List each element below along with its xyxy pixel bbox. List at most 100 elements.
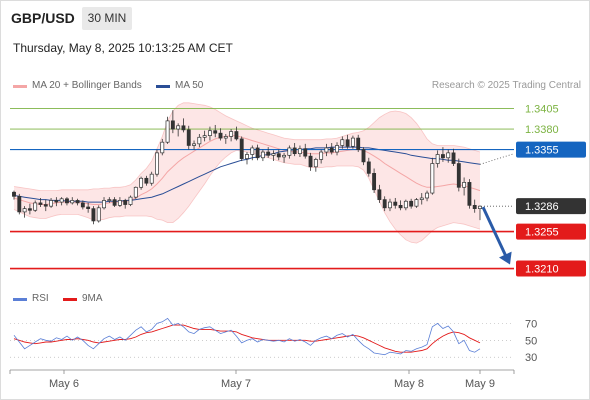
candle-body — [350, 137, 355, 147]
candle-body — [276, 153, 281, 158]
ma50-projection — [479, 153, 515, 165]
candle-body — [117, 200, 122, 206]
candle-body — [123, 200, 128, 205]
candle-body — [282, 154, 287, 158]
candle-body — [287, 147, 292, 156]
candle-body — [271, 153, 276, 156]
candle-body — [27, 208, 32, 211]
candle-body — [335, 145, 339, 153]
candle-body — [398, 205, 403, 209]
rsi-ma-line — [13, 324, 481, 353]
candle-body — [139, 177, 144, 188]
x-axis-label-may-9: May 9 — [465, 378, 495, 390]
candle-body — [91, 208, 96, 222]
candle-body — [403, 200, 408, 209]
candle-body — [181, 125, 186, 131]
candle-body — [112, 199, 117, 206]
symbol-title: GBP/USD — [11, 10, 75, 26]
candle-body — [107, 199, 112, 201]
candle-body — [430, 163, 435, 194]
rsi-ma-swatch — [63, 298, 77, 301]
candle-body — [170, 120, 175, 130]
candle-body — [467, 182, 472, 206]
candle-body — [239, 138, 244, 159]
legend-rsi-label: RSI — [32, 293, 49, 304]
candle-body — [165, 120, 170, 143]
candle-body — [478, 205, 482, 209]
candle-body — [440, 154, 445, 159]
candle-body — [308, 155, 313, 168]
rsi-swatch — [13, 298, 27, 301]
bollinger-swatch — [13, 85, 27, 88]
candle-body — [22, 208, 27, 213]
candle-body — [133, 186, 138, 198]
candle-body — [128, 196, 133, 205]
rsi-tick-label-70: 70 — [525, 318, 537, 330]
research-credit: Research © 2025 Trading Central — [431, 80, 581, 91]
candle-body — [202, 135, 207, 138]
chart-timestamp: Thursday, May 8, 2025 10:13:25 AM CET — [13, 41, 233, 55]
candle-body — [425, 192, 429, 199]
candle-body — [372, 173, 377, 191]
candle-body — [414, 199, 419, 207]
candle-body — [12, 191, 16, 197]
legend-bollinger: MA 20 + Bollinger Bands — [13, 80, 142, 91]
candle-body — [356, 137, 361, 150]
candle-body — [250, 147, 255, 155]
candle-body — [207, 130, 212, 136]
candle-body — [462, 182, 467, 188]
candle-body — [419, 197, 424, 200]
legend-rsi: RSI — [13, 293, 49, 304]
candle-body — [223, 136, 228, 139]
candle-body — [144, 177, 149, 184]
candle-body — [155, 152, 159, 175]
x-axis-label-may-7: May 7 — [221, 378, 251, 390]
candle-body — [409, 200, 414, 207]
candle-body — [38, 202, 43, 205]
candle-body — [17, 195, 22, 213]
candle-body — [160, 141, 165, 154]
x-axis-label-may-8: May 8 — [394, 378, 424, 390]
candle-body — [451, 152, 456, 164]
candle-body — [456, 163, 461, 188]
candle-body — [361, 149, 366, 163]
candle-body — [49, 200, 54, 207]
legend-bollinger-label: MA 20 + Bollinger Bands — [32, 80, 142, 91]
candle-body — [340, 139, 345, 146]
candle-body — [319, 151, 324, 160]
candle-body — [54, 200, 59, 203]
candle-body — [43, 204, 48, 207]
candle-body — [192, 143, 196, 146]
candle-body — [149, 173, 154, 184]
level-tag-text-1-3355: 1.3355 — [525, 145, 559, 157]
level-tag-1-3255 — [516, 223, 586, 240]
legend-ma50-label: MA 50 — [175, 80, 204, 91]
forecast-arrow-shaft — [481, 206, 509, 260]
level-tag-1-3355 — [516, 141, 586, 158]
candle-body — [59, 198, 64, 203]
candle-body — [229, 131, 234, 137]
candle-body — [435, 154, 440, 164]
candle-body — [266, 151, 271, 156]
candle-body — [80, 202, 85, 208]
rsi-tick-label-30: 30 — [525, 352, 537, 364]
candle-body — [96, 207, 101, 222]
candle-body — [86, 206, 91, 209]
x-axis-label-may-6: May 6 — [49, 378, 79, 390]
candle-body — [446, 152, 451, 159]
candle-body — [197, 136, 202, 145]
rsi-tick-label-50: 50 — [525, 335, 537, 347]
bollinger-band-fill — [14, 102, 480, 244]
candle-body — [75, 200, 80, 204]
level-tag-1-3210 — [516, 260, 586, 277]
candle-body — [388, 201, 392, 209]
candle-body — [33, 202, 38, 211]
candle-body — [260, 151, 265, 159]
candle-body — [245, 154, 249, 159]
legend-rsi-ma-label: 9MA — [82, 293, 103, 304]
timeframe-button[interactable]: 30 MIN — [82, 7, 132, 30]
bollinger-mid-line — [13, 135, 481, 205]
level-tag-text-1-3210: 1.3210 — [525, 264, 559, 276]
candle-body — [366, 161, 371, 174]
